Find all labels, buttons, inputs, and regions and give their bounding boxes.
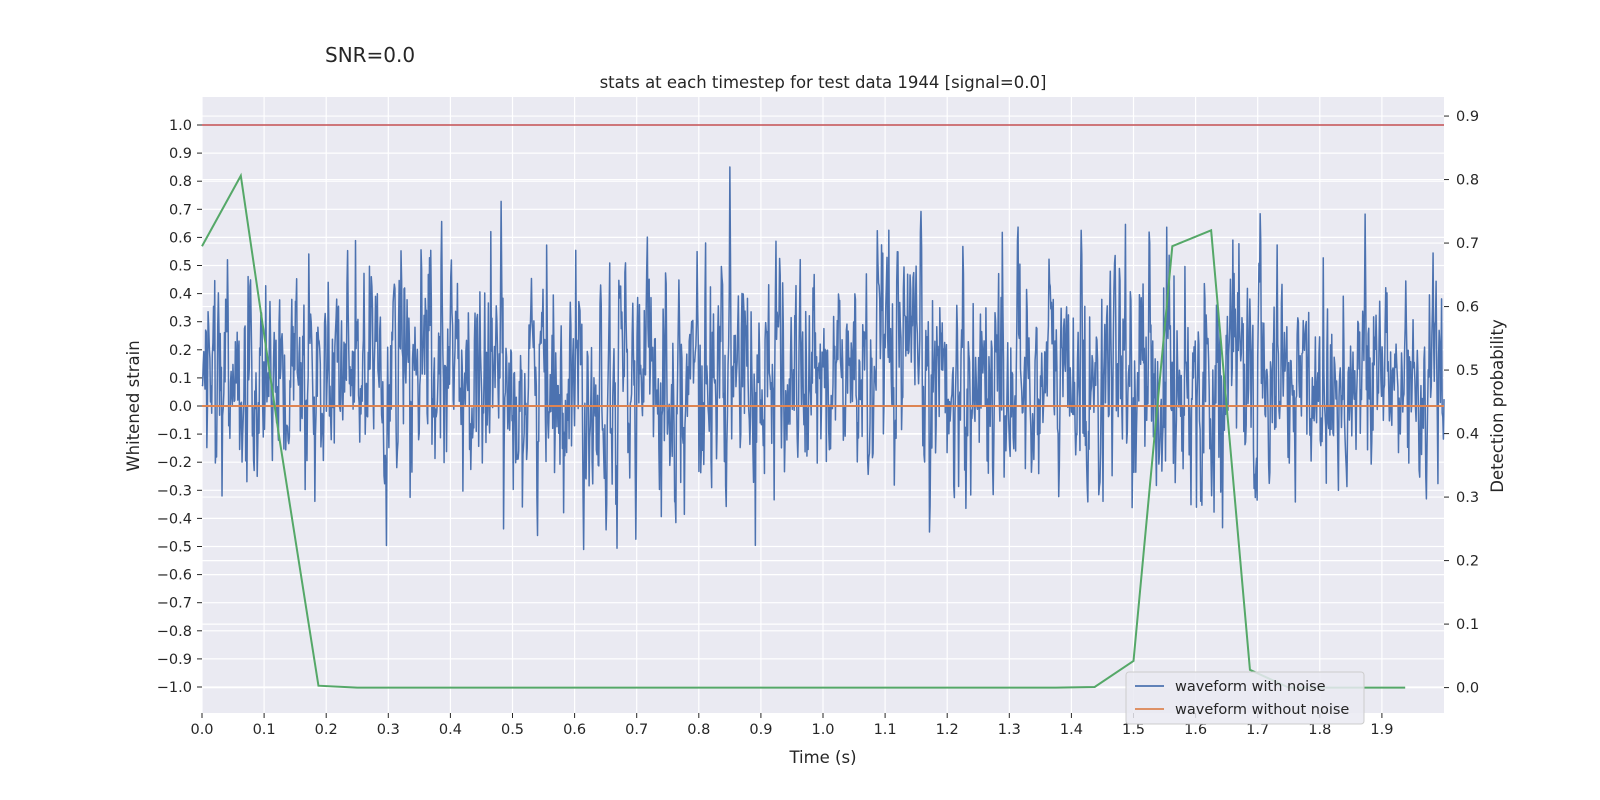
- x-tick-label: 0.7: [625, 722, 648, 738]
- x-tick-label: 0.8: [687, 722, 710, 738]
- x-tick-label: 1.5: [1122, 722, 1145, 738]
- y-tick-label: −0.5: [157, 540, 192, 556]
- y2-axis-label: Detection probability: [1488, 319, 1507, 493]
- y-tick-label: 0.9: [169, 146, 192, 162]
- y-tick-label: 0.4: [169, 287, 192, 303]
- x-tick-label: 0.1: [253, 722, 276, 738]
- y-tick-label: −0.8: [157, 624, 192, 640]
- x-tick-label: 1.7: [1246, 722, 1269, 738]
- x-tick-label: 0.9: [749, 722, 772, 738]
- x-tick-label: 1.1: [874, 722, 897, 738]
- y-tick-label: −0.7: [157, 596, 192, 612]
- y2-tick-label: 0.2: [1456, 554, 1479, 570]
- y-tick-label: −0.9: [157, 652, 192, 668]
- x-tick-label: 1.3: [998, 722, 1021, 738]
- series-detection-probability: [201, 172, 1406, 689]
- x-tick-label: 0.5: [501, 722, 524, 738]
- x-tick-label: 0.4: [439, 722, 462, 738]
- x-tick-label: 0.6: [563, 722, 586, 738]
- y-tick-label: 0.6: [169, 230, 192, 246]
- legend-label-noise: waveform with noise: [1175, 679, 1326, 695]
- y-tick-label: −1.0: [157, 680, 192, 696]
- y2-tick-label: 0.1: [1456, 617, 1479, 633]
- x-axis-ticks: 0.0 0.1 0.2 0.3 0.4 0.5 0.6 0.7 0.8 0.9 1.0 1.1 1.2 1…: [190, 713, 1393, 738]
- y-axis-ticks: 1.0 0.9 0.8 0.7 0.6 0.5 0.4 0.3 0.2 0.1 0.0 −0.1 −0.…: [157, 118, 202, 696]
- x-tick-label: 1.8: [1308, 722, 1331, 738]
- x-tick-label: 1.4: [1060, 722, 1083, 738]
- y2-tick-label: 0.8: [1456, 173, 1479, 189]
- y2-tick-label: 0.3: [1456, 490, 1479, 506]
- x-tick-label: 0.0: [190, 722, 213, 738]
- plot-area: [201, 97, 1445, 713]
- y-tick-label: 0.8: [169, 174, 192, 190]
- legend-box: [1125, 671, 1365, 725]
- chart-title: stats at each timestep for test data 194…: [600, 73, 1047, 92]
- y-tick-label: −0.1: [157, 427, 192, 443]
- y-tick-label: 1.0: [169, 118, 192, 134]
- y-tick-label: 0.1: [169, 371, 192, 387]
- y-tick-label: 0.0: [169, 399, 192, 415]
- y-tick-label: 0.7: [169, 202, 192, 218]
- y-tick-label: −0.3: [157, 483, 192, 499]
- y-tick-label: 0.5: [169, 259, 192, 275]
- series-waveform-with-noise: [201, 166, 1445, 551]
- y-tick-label: 0.2: [169, 343, 192, 359]
- x-tick-label: 1.6: [1184, 722, 1207, 738]
- y2-axis-ticks: 0.9 0.8 0.7 0.6 0.5 0.4 0.3 0.2 0.1 0.0: [1444, 109, 1479, 697]
- x-tick-label: 0.2: [315, 722, 338, 738]
- y2-tick-label: 0.7: [1456, 236, 1479, 252]
- y2-tick-label: 0.4: [1456, 427, 1479, 443]
- legend: waveform with noise waveform without noi…: [1125, 671, 1365, 725]
- series-layer: [201, 124, 1445, 689]
- y-tick-label: −0.2: [157, 455, 192, 471]
- y2-tick-label: 0.5: [1456, 363, 1479, 379]
- x-tick-label: 1.2: [936, 722, 959, 738]
- y2-tick-label: 0.6: [1456, 300, 1479, 316]
- y-tick-label: −0.6: [157, 568, 192, 584]
- y-tick-label: −0.4: [157, 511, 192, 527]
- x-tick-label: 0.3: [377, 722, 400, 738]
- y2-tick-label: 0.0: [1456, 681, 1479, 697]
- x-axis-label: Time (s): [788, 748, 856, 767]
- x-tick-label: 1.0: [811, 722, 834, 738]
- y-tick-label: 0.3: [169, 315, 192, 331]
- x-tick-label: 1.9: [1370, 722, 1393, 738]
- y-axis-label: Whitened strain: [124, 340, 143, 471]
- legend-label-clean: waveform without noise: [1175, 702, 1349, 718]
- figure-suptitle: SNR=0.0: [325, 43, 415, 67]
- y2-tick-label: 0.9: [1456, 109, 1479, 125]
